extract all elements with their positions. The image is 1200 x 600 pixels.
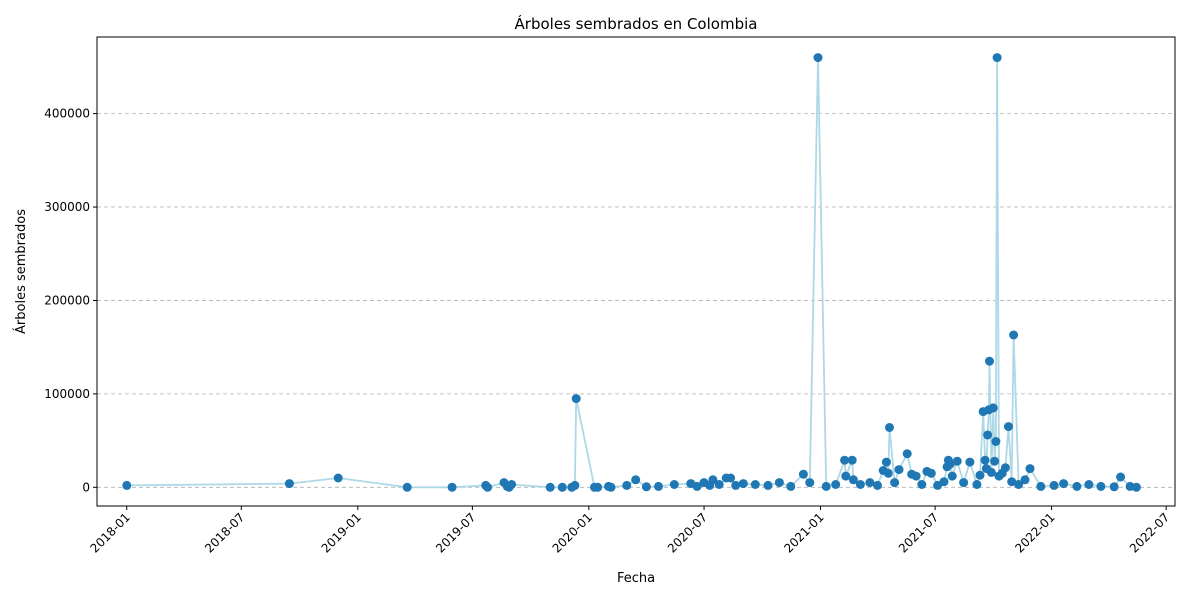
data-point (402, 482, 412, 492)
data-point (902, 449, 912, 459)
data-point (855, 480, 865, 489)
data-point (731, 480, 741, 490)
data-point (606, 482, 616, 492)
data-point (841, 471, 851, 481)
data-point (631, 475, 641, 485)
data-point (641, 482, 651, 492)
data-point (507, 480, 517, 489)
data-point (654, 481, 663, 491)
data-point (821, 481, 831, 491)
data-point (988, 403, 998, 413)
data-point (1000, 463, 1010, 473)
data-point (570, 480, 580, 490)
data-point (890, 478, 900, 488)
data-point (945, 459, 955, 469)
data-point (894, 465, 904, 475)
data-point (798, 469, 808, 479)
data-point (831, 480, 841, 489)
data-point (774, 478, 784, 488)
data-point (883, 468, 893, 478)
data-point (1096, 481, 1106, 491)
y-tick-label: 0 (82, 480, 90, 494)
data-point (1084, 480, 1094, 489)
data-point (865, 478, 875, 488)
data-point (972, 480, 982, 489)
y-tick-label: 300000 (44, 200, 90, 214)
data-point (333, 473, 343, 483)
data-point (1072, 481, 1082, 491)
data-point (284, 479, 294, 489)
data-point (965, 457, 975, 467)
data-point (1009, 330, 1019, 340)
data-point (122, 480, 132, 490)
data-point (885, 423, 894, 432)
data-point (1007, 477, 1017, 487)
data-point (669, 480, 679, 489)
y-tick-label: 100000 (44, 387, 90, 401)
data-point (911, 471, 921, 481)
data-point (985, 356, 994, 366)
data-point (986, 467, 996, 477)
data-point (714, 480, 724, 489)
data-point (805, 478, 815, 488)
data-point (447, 482, 457, 492)
data-point (593, 482, 603, 492)
plot-frame (96, 36, 1176, 507)
y-axis: 0 100000 200000 300000 400000 (44, 107, 97, 494)
data-point (848, 475, 858, 485)
data-point (1036, 481, 1046, 491)
data-point (557, 482, 567, 492)
chart-title: Árboles sembrados en Colombia (515, 14, 758, 33)
data-point (1059, 479, 1069, 489)
y-tick-label: 400000 (44, 107, 90, 121)
data-point (813, 53, 823, 63)
series-layer (122, 53, 1141, 492)
data-point (1109, 482, 1119, 492)
data-point (1131, 482, 1141, 492)
data-point (1049, 480, 1059, 490)
data-point (750, 480, 760, 489)
data-point (692, 481, 702, 491)
data-point (571, 394, 581, 404)
data-point (881, 457, 891, 467)
data-point (873, 480, 882, 490)
data-point (990, 456, 1000, 466)
y-axis-title: Árboles sembrados (13, 209, 29, 334)
data-point (726, 473, 736, 483)
data-point (947, 471, 957, 481)
data-point (980, 455, 990, 465)
x-axis-title: Fecha (617, 571, 655, 586)
data-point (1025, 464, 1035, 474)
y-tick-label: 200000 (44, 293, 90, 307)
data-point (1116, 472, 1126, 482)
data-point (926, 468, 936, 478)
data-point (975, 470, 985, 480)
data-point (1014, 480, 1024, 489)
data-point (992, 53, 1002, 63)
data-point (983, 430, 993, 440)
data-point (847, 455, 857, 465)
data-point (959, 478, 969, 488)
data-point (708, 475, 718, 485)
data-point (840, 455, 850, 465)
data-point (1004, 422, 1013, 432)
data-point (738, 479, 748, 489)
data-point (939, 477, 949, 487)
data-point (917, 480, 927, 489)
data-point (1020, 475, 1030, 485)
data-point (545, 482, 555, 492)
data-point (763, 480, 773, 490)
data-point (786, 481, 796, 491)
data-point (952, 456, 962, 466)
data-point (622, 480, 632, 490)
data-point (991, 437, 1001, 446)
data-point (483, 482, 493, 492)
